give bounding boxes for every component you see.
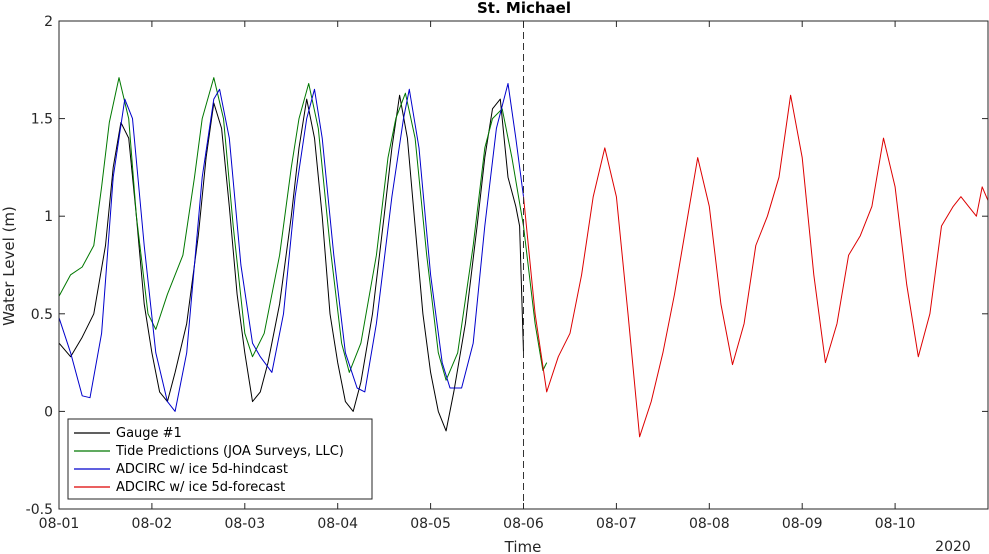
legend-label-hindcast: ADCIRC w/ ice 5d-hindcast bbox=[116, 462, 288, 477]
y-axis-title: Water Level (m) bbox=[0, 206, 18, 326]
x-axis-title: Time bbox=[504, 538, 542, 554]
x-tick-label: 08-08 bbox=[689, 516, 730, 532]
x-tick-label: 08-10 bbox=[875, 516, 916, 532]
legend-label-tide-predictions: Tide Predictions (JOA Surveys, LLC) bbox=[115, 444, 344, 459]
x-tick-label: 08-09 bbox=[782, 516, 823, 532]
y-tick-label: 1.5 bbox=[31, 112, 53, 128]
chart-title: St. Michael bbox=[477, 0, 571, 17]
y-tick-label: -0.5 bbox=[26, 502, 53, 518]
legend-label-forecast: ADCIRC w/ ice 5d-forecast bbox=[116, 480, 285, 495]
x-tick-label: 08-06 bbox=[503, 516, 544, 532]
series-line-gauge bbox=[58, 94, 524, 432]
y-tick-label: 0 bbox=[44, 404, 53, 420]
series-line-forecast bbox=[523, 94, 989, 438]
series-layer bbox=[58, 77, 989, 438]
x-tick-label: 08-05 bbox=[410, 516, 451, 532]
x-tick-label: 08-03 bbox=[224, 516, 265, 532]
y-tick-label: 2 bbox=[44, 14, 53, 30]
x-tick-label: 08-04 bbox=[317, 516, 358, 532]
series-line-tide-predictions bbox=[58, 77, 548, 381]
x-tick-label: 08-07 bbox=[596, 516, 637, 532]
legend: Gauge #1 Tide Predictions (JOA Surveys, … bbox=[67, 418, 373, 500]
x-tick-label: 08-02 bbox=[132, 516, 173, 532]
year-label: 2020 bbox=[935, 539, 971, 554]
series-line-hindcast bbox=[58, 83, 524, 412]
x-tick-label: 08-01 bbox=[39, 516, 80, 532]
axes-layer: -0.5 0 0.5 1 1.5 2 08-01 08-02 08-03 08-04 08-05 08… bbox=[26, 14, 989, 532]
y-tick-label: 0.5 bbox=[31, 307, 53, 323]
y-tick-label: 1 bbox=[44, 209, 53, 225]
legend-label-gauge: Gauge #1 bbox=[116, 426, 182, 441]
legend-box bbox=[67, 418, 373, 500]
